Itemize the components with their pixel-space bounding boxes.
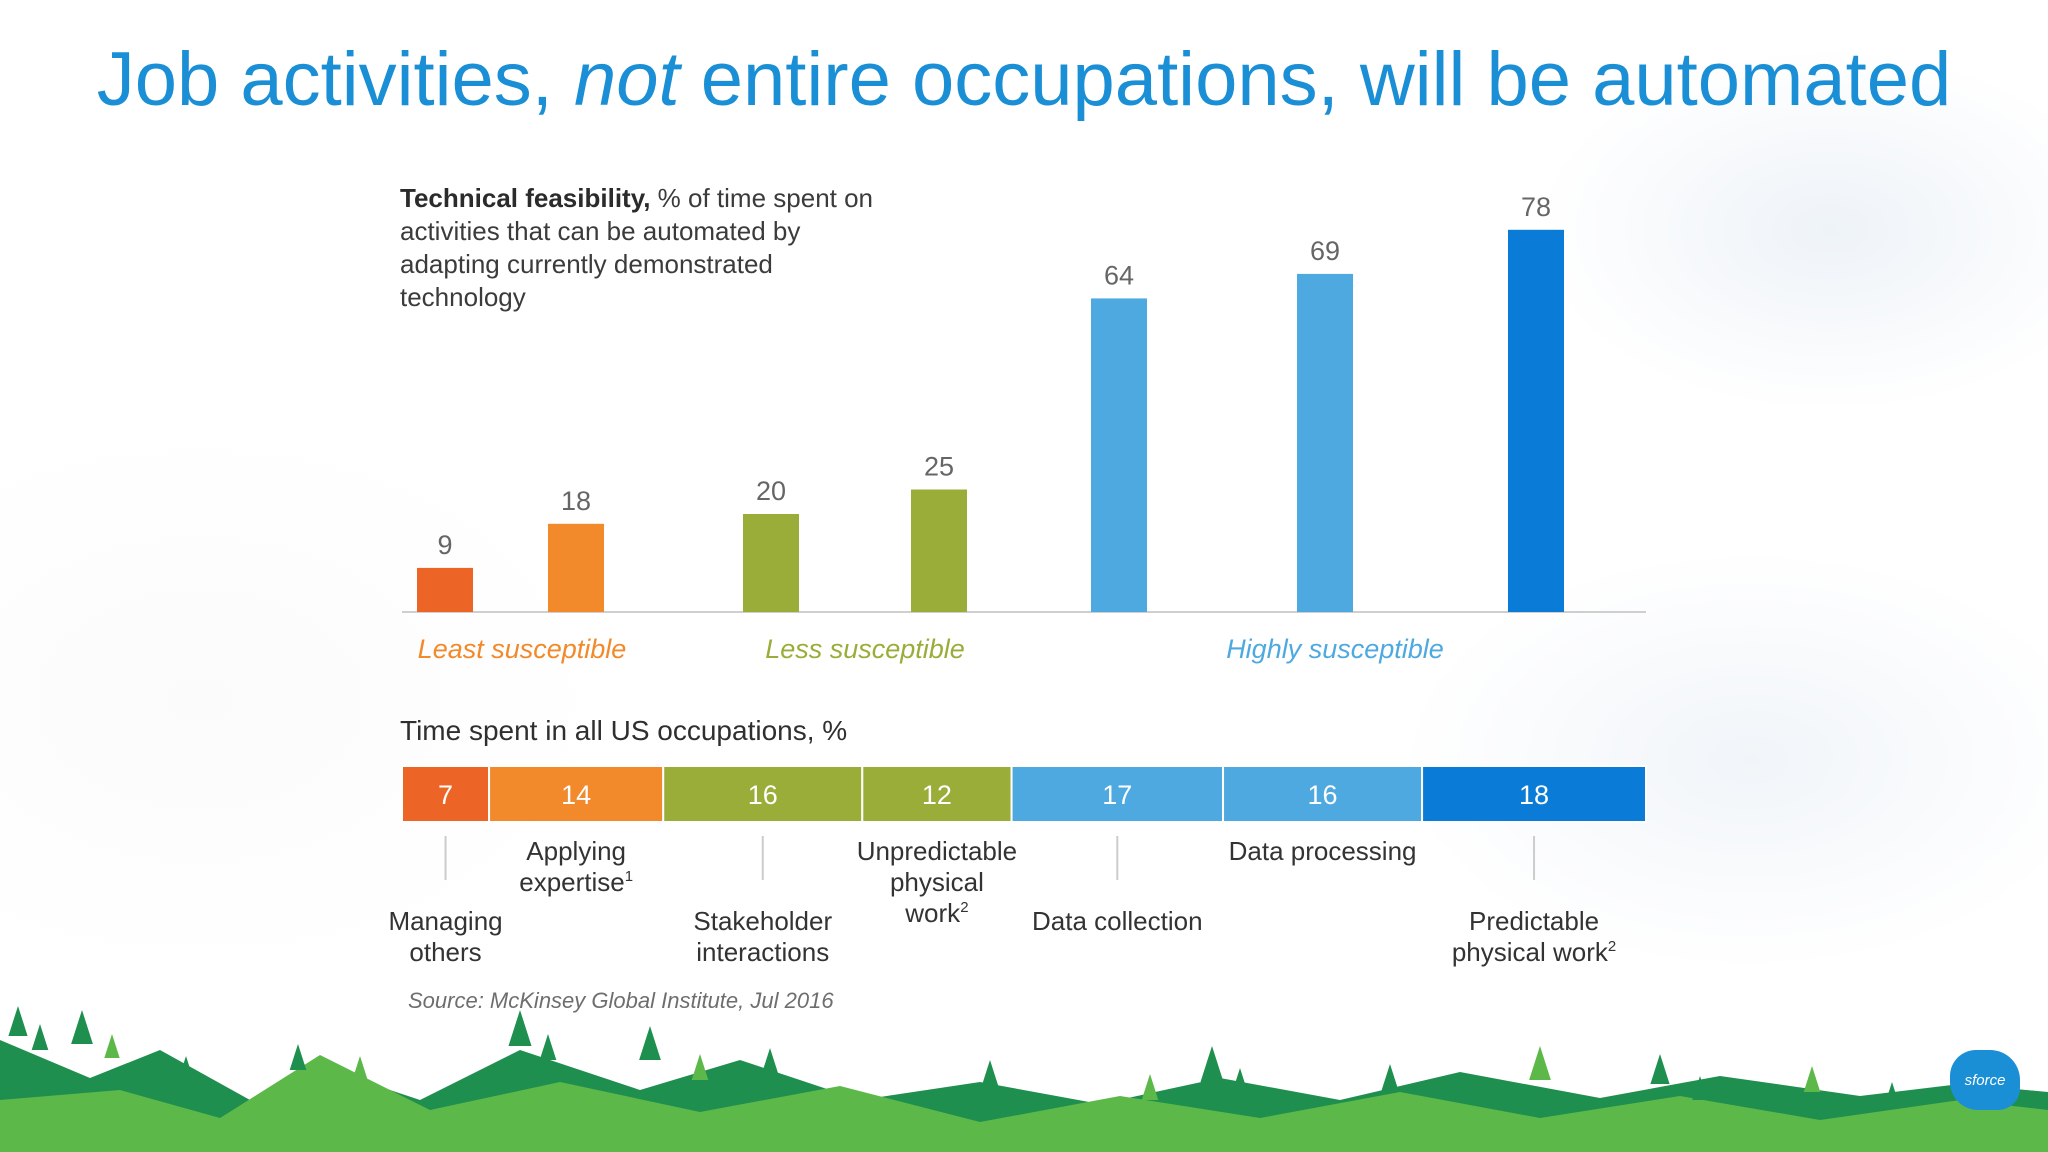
feasibility-bar <box>1297 273 1353 612</box>
activity-label: interactions <box>696 937 829 967</box>
activity-label: physical <box>890 867 984 897</box>
feasibility-bar <box>417 567 473 612</box>
pine-tree <box>71 1010 93 1044</box>
salesforce-logo: sforce <box>1950 1050 2020 1110</box>
activity-label: Data processing <box>1229 836 1417 866</box>
time-segment <box>1421 765 1647 823</box>
pine-tree <box>981 1060 999 1088</box>
pine-tree <box>8 1006 28 1036</box>
susceptibility-group-label: Less susceptible <box>765 634 965 664</box>
pine-tree <box>1200 1046 1224 1082</box>
pine-tree <box>1692 1076 1708 1100</box>
footnote-marker: 2 <box>1608 938 1616 955</box>
pine-tree <box>176 1056 196 1086</box>
time-segment-value: 18 <box>1519 780 1549 810</box>
feasibility-value-label: 20 <box>756 476 786 506</box>
time-chart-title: Time spent in all US occupations, % <box>400 715 847 746</box>
pine-tree <box>1231 1068 1249 1094</box>
feasibility-title-bold: Technical feasibility, <box>400 183 651 213</box>
logo-text: sforce <box>1964 1071 2006 1089</box>
time-segment <box>1010 765 1225 823</box>
time-segment <box>401 765 491 823</box>
source-note: Source: McKinsey Global Institute, Jul 2… <box>408 988 834 1013</box>
activity-label: Applying <box>526 836 626 866</box>
time-segment-value: 16 <box>748 780 778 810</box>
activity-label: Predictable <box>1469 906 1599 936</box>
pine-tree <box>350 1056 370 1086</box>
feasibility-value-label: 9 <box>437 530 452 560</box>
time-segment-value: 12 <box>922 780 952 810</box>
feasibility-value-label: 69 <box>1310 236 1340 266</box>
activity-label: work2 <box>904 898 968 928</box>
title-emphasis: not <box>574 37 680 122</box>
feasibility-value-label: 78 <box>1521 192 1551 222</box>
footnote-marker: 2 <box>960 899 968 916</box>
pine-tree <box>639 1026 661 1060</box>
title-part-1: Job activities, <box>96 37 574 122</box>
pine-tree <box>104 1034 120 1058</box>
feasibility-value-label: 64 <box>1104 260 1134 290</box>
time-segment-value: 7 <box>438 780 453 810</box>
activity-label: Unpredictable <box>857 836 1017 866</box>
activity-label: others <box>409 937 481 967</box>
pine-tree <box>691 1054 709 1080</box>
feasibility-value-label: 18 <box>561 486 591 516</box>
feasibility-title-rest: % of time spent on activities that can b… <box>400 183 874 312</box>
time-segment-value: 17 <box>1102 780 1132 810</box>
activity-label: Stakeholder <box>693 906 832 936</box>
feasibility-bar <box>743 514 799 612</box>
pine-tree <box>31 1024 49 1050</box>
pine-tree <box>1650 1054 1670 1084</box>
pine-tree <box>1529 1046 1551 1080</box>
susceptibility-group-label: Least susceptible <box>418 634 627 664</box>
footnote-marker: 1 <box>625 868 633 885</box>
activity-label: Managing <box>388 906 502 936</box>
feasibility-value-label: 25 <box>924 452 954 482</box>
time-segment-value: 14 <box>561 780 591 810</box>
activity-label: Data collection <box>1032 906 1203 936</box>
activity-label: expertise1 <box>519 867 633 897</box>
activity-label: physical work2 <box>1452 937 1616 967</box>
feasibility-bar <box>911 489 967 612</box>
time-segment <box>861 765 1013 823</box>
pine-tree <box>1141 1074 1159 1100</box>
pine-tree <box>1381 1064 1399 1092</box>
slide-title: Job activities, not entire occupations, … <box>0 36 2048 123</box>
pine-tree <box>1884 1082 1900 1104</box>
time-segment <box>488 765 665 823</box>
pine-tree <box>760 1048 780 1078</box>
feasibility-bar <box>1508 229 1564 613</box>
susceptibility-group-label: Highly susceptible <box>1226 634 1444 664</box>
time-segment-value: 16 <box>1308 780 1338 810</box>
pine-tree <box>539 1034 557 1060</box>
pine-tree <box>1803 1066 1821 1092</box>
front-hills <box>0 1055 2048 1152</box>
feasibility-bar <box>548 523 604 612</box>
feasibility-chart-title: Technical feasibility, % of time spent o… <box>400 182 880 314</box>
feasibility-bar <box>1091 298 1147 612</box>
title-part-2: entire occupations, will be automated <box>679 37 1952 122</box>
pine-tree <box>508 1010 532 1046</box>
pine-tree <box>289 1044 307 1070</box>
